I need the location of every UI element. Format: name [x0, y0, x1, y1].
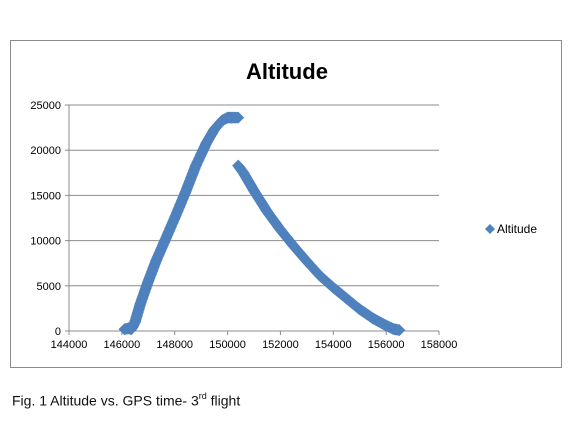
chart-title: Altitude — [246, 59, 328, 84]
altitude-chart: Altitude 0 5000 10000 15000 20000 25000 144000… — [30, 59, 537, 351]
x-tick-label: 152000 — [262, 339, 299, 351]
y-tick-label: 20000 — [30, 145, 61, 157]
legend-label: Altitude — [497, 222, 537, 236]
data-point — [393, 324, 406, 337]
data-point — [232, 111, 245, 124]
x-tick-label: 150000 — [209, 339, 246, 351]
y-tick-label: 25000 — [30, 100, 61, 112]
legend-marker — [485, 224, 495, 234]
chart-frame: Altitude 0 5000 10000 15000 20000 25000 144000… — [10, 40, 562, 368]
x-tick-label: 154000 — [315, 339, 352, 351]
y-tick-label: 10000 — [30, 236, 61, 248]
y-tick-label: 0 — [55, 326, 61, 338]
y-tick-label: 15000 — [30, 190, 61, 202]
figure-caption: Fig. 1 Altitude vs. GPS time- 3rd flight — [12, 391, 241, 409]
caption-superscript: rd — [198, 391, 207, 401]
x-tick-label: 146000 — [103, 339, 140, 351]
caption-text: Fig. 1 Altitude vs. GPS time- 3 — [12, 392, 199, 409]
x-tick-label: 144000 — [51, 339, 88, 351]
x-tick-label: 156000 — [368, 339, 405, 351]
x-tick-label: 148000 — [156, 339, 193, 351]
caption-suffix: flight — [206, 392, 241, 409]
x-tick-label: 158000 — [421, 339, 458, 351]
y-tick-label: 5000 — [37, 281, 61, 293]
